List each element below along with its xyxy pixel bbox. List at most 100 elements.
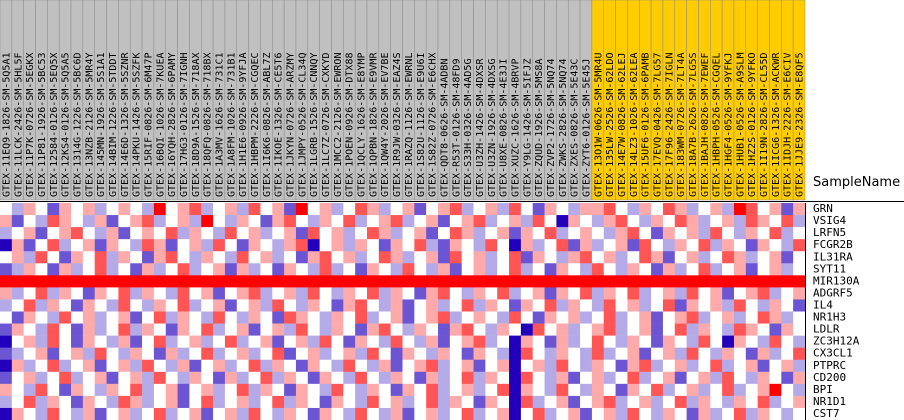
heatmap-cell (71, 311, 84, 324)
heatmap-cell (532, 251, 545, 264)
heatmap-cell (307, 287, 320, 300)
heatmap-cell (118, 203, 131, 216)
heatmap-cell (106, 323, 119, 336)
heatmap-cell (627, 263, 640, 276)
heatmap-cell (627, 239, 640, 252)
heatmap-cell (639, 203, 652, 216)
heatmap-cell (532, 311, 545, 324)
heatmap-cell (165, 359, 178, 373)
heatmap-cell (722, 203, 735, 216)
column-label: GTEX-11EQ9-1826-SM-5Q5A1 (1, 53, 12, 198)
heatmap-cell (307, 323, 320, 336)
heatmap-cell (165, 395, 178, 409)
heatmap-cell (449, 299, 462, 312)
heatmap-cell (0, 251, 13, 264)
heatmap-cell (757, 347, 770, 361)
heatmap-cell (307, 371, 320, 385)
heatmap-cell (343, 239, 356, 252)
heatmap-cell (236, 239, 249, 252)
heatmap-cell (591, 383, 605, 397)
heatmap-cell (532, 335, 545, 348)
heatmap-cell (118, 287, 131, 300)
heatmap-cell (591, 299, 605, 312)
column-label: GTEX-11LCK-2426-SM-5HL5F (13, 53, 24, 198)
heatmap-cell (201, 275, 214, 288)
heatmap-cell (224, 395, 238, 409)
heatmap-cell (485, 323, 498, 336)
heatmap-cell (544, 383, 557, 397)
heatmap-cell (745, 407, 758, 420)
heatmap-cell (284, 275, 297, 288)
heatmap-cell (627, 311, 640, 324)
heatmap-cell (722, 299, 735, 312)
heatmap-cell (11, 275, 24, 288)
column-label: GTEX-14LZ3-1026-SM-62LEA (629, 53, 640, 198)
heatmap-cell (698, 203, 711, 216)
heatmap-cell (532, 371, 545, 385)
heatmap-cell (118, 395, 131, 409)
column-label: GTEX-18A7B-2626-SM-7LG5S (688, 53, 699, 198)
heatmap-cell (71, 263, 84, 276)
heatmap-cell (627, 407, 640, 420)
heatmap-cell (793, 203, 806, 216)
heatmap-cell (414, 371, 427, 385)
heatmap-cell (224, 299, 238, 312)
heatmap-cell (449, 359, 462, 373)
heatmap-cell (402, 227, 415, 240)
heatmap-cell (544, 239, 557, 252)
heatmap-cell (390, 311, 403, 324)
heatmap-cell (130, 251, 143, 264)
heatmap-cell (603, 287, 616, 300)
heatmap-cell (651, 251, 664, 264)
heatmap-cell (82, 383, 96, 397)
heatmap-cell (520, 299, 534, 312)
heatmap-cell (698, 359, 711, 373)
heatmap-cell (793, 287, 806, 300)
heatmap-cell (473, 239, 486, 252)
heatmap-cell (82, 287, 96, 300)
heatmap-cell (686, 239, 699, 252)
heatmap-cell (461, 323, 474, 336)
heatmap-cell (710, 203, 723, 216)
heatmap-cell (201, 251, 214, 264)
heatmap-cell (414, 215, 427, 228)
heatmap-cell (23, 407, 36, 420)
column-label: GTEX-1IDJH-2226-SM-E6CIV (783, 53, 794, 198)
heatmap-cell (177, 299, 190, 312)
heatmap-cell (532, 407, 545, 420)
heatmap-cell (449, 371, 462, 385)
column-label: GTEX-1POEN-0926-SM-DTX88 (345, 53, 356, 198)
heatmap-cell (414, 395, 427, 409)
heatmap-cell (793, 215, 806, 228)
heatmap-cell (485, 335, 498, 348)
heatmap-cell (224, 275, 238, 288)
column-label: GTEX-15RIF-0826-SM-6M47P (143, 53, 154, 198)
heatmap-cell (485, 203, 498, 216)
heatmap-cell (94, 371, 107, 385)
heatmap-cell (82, 311, 96, 324)
heatmap-cell (390, 395, 403, 409)
heatmap-cell (686, 347, 699, 361)
heatmap-cell (733, 407, 747, 420)
heatmap-cell (213, 227, 226, 240)
heatmap-cell (745, 239, 758, 252)
heatmap-cell (603, 227, 616, 240)
heatmap-cell (331, 395, 344, 409)
heatmap-cell (710, 263, 723, 276)
heatmap-cell (260, 251, 273, 264)
heatmap-cell (47, 323, 60, 336)
heatmap-cell (390, 359, 403, 373)
heatmap-cell (698, 275, 711, 288)
heatmap-cell (485, 263, 498, 276)
heatmap-cell (556, 263, 569, 276)
heatmap-cell (733, 371, 747, 385)
heatmap-cell (331, 239, 344, 252)
heatmap-cell (591, 215, 605, 228)
heatmap-cell (580, 239, 593, 252)
heatmap-cell (130, 359, 143, 373)
heatmap-cell (390, 335, 403, 348)
heatmap-cell (71, 371, 84, 385)
heatmap-cell (733, 323, 747, 336)
heatmap-cell (343, 371, 356, 385)
heatmap-cell (615, 383, 628, 397)
